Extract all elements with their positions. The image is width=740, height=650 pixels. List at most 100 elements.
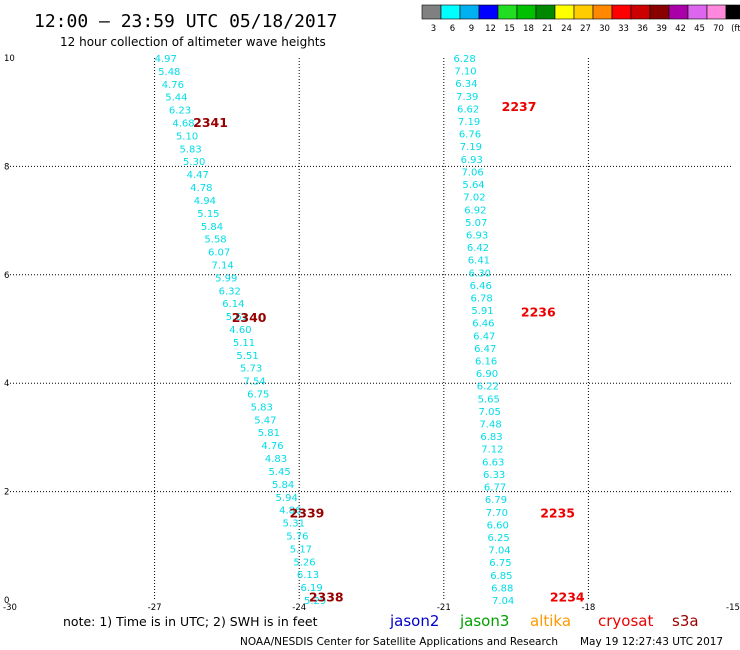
wave-height-label: 6.47 xyxy=(474,344,496,355)
wave-height-label: 5.47 xyxy=(254,415,276,426)
legend-label: 24 xyxy=(561,24,572,34)
wave-height-label: 5.51 xyxy=(236,351,258,362)
wave-height-label: 5.31 xyxy=(283,519,305,530)
pass-time-label: 2237 xyxy=(502,99,537,114)
wave-height-label: 7.39 xyxy=(456,92,478,103)
legend-swatch xyxy=(516,4,537,20)
wave-height-label: 7.05 xyxy=(479,407,501,418)
x-tick-label: -27 xyxy=(148,603,162,613)
footer-timestamp: May 19 12:27:43 UTC 2017 xyxy=(580,636,723,648)
wave-height-label: 5.11 xyxy=(233,338,255,349)
legend-swatch xyxy=(573,4,594,20)
satellite-name: cryosat xyxy=(598,612,653,630)
wave-height-label: 6.63 xyxy=(482,457,504,468)
wave-height-label: 6.46 xyxy=(470,281,492,292)
pass-time-label: 2339 xyxy=(290,505,325,520)
y-tick-label: 6 xyxy=(4,271,9,281)
wave-height-label: 5.94 xyxy=(276,493,298,504)
footer-note: note: 1) Time is in UTC; 2) SWH is in fe… xyxy=(63,614,318,629)
wave-height-label: 7.04 xyxy=(492,596,514,607)
wave-height-label: 5.15 xyxy=(197,209,219,220)
y-tick-label: 0 xyxy=(4,596,9,606)
legend-label: 70 xyxy=(713,24,724,34)
wave-height-label: 6.77 xyxy=(484,483,506,494)
wave-height-label: 5.10 xyxy=(176,131,198,142)
wave-height-label: 5.99 xyxy=(215,273,237,284)
wave-height-label: 6.22 xyxy=(477,382,499,393)
legend-label: 45 xyxy=(694,24,705,34)
wave-height-label: 6.88 xyxy=(491,583,513,594)
legend-label: 3 xyxy=(431,24,436,34)
wave-height-label: 6.25 xyxy=(488,533,510,544)
wave-height-label: 7.54 xyxy=(244,377,266,388)
legend-swatch xyxy=(497,4,518,20)
wave-height-label: 6.90 xyxy=(476,369,498,380)
satellite-name: jason2 xyxy=(389,612,439,630)
wave-height-label: 4.47 xyxy=(187,170,209,181)
wave-height-label: 6.79 xyxy=(485,495,507,506)
wave-height-label: 6.14 xyxy=(222,299,244,310)
satellite-name: s3a xyxy=(672,612,699,630)
wave-height-label: 4.68 xyxy=(172,119,194,130)
legend-swatch xyxy=(630,4,651,20)
pass-time-label: 2236 xyxy=(521,305,556,320)
legend-swatch xyxy=(421,4,442,20)
wave-height-label: 6.41 xyxy=(468,256,490,267)
satellite-legend: jason2 jason3 altika cryosat s3a xyxy=(389,612,699,630)
legend-label: 30 xyxy=(599,24,610,34)
wave-height-label: 4.94 xyxy=(194,196,216,207)
wave-height-label: 6.32 xyxy=(219,286,241,297)
satellite-track: 4.97 5.48 4.76 5.44 6.23 4.685.10 5.83 5.30 4.47… xyxy=(155,54,344,607)
wave-height-label: 5.29 xyxy=(304,596,326,607)
wave-height-label: 7.02 xyxy=(463,193,485,204)
wave-height-label: 6.75 xyxy=(489,558,511,569)
wave-height-label: 7.04 xyxy=(488,546,510,557)
wave-height-label: 6.16 xyxy=(475,357,497,368)
x-tick-label: -24 xyxy=(292,603,306,613)
wave-height-label: 6.76 xyxy=(459,130,481,141)
legend-swatch xyxy=(611,4,632,20)
y-tick-label: 4 xyxy=(4,379,9,389)
wave-height-label: 5.81 xyxy=(258,428,280,439)
wave-height-label: 4.86 xyxy=(279,506,301,517)
legend-swatch xyxy=(440,4,461,20)
legend-label: 36 xyxy=(637,24,648,34)
wave-height-label: 5.26 xyxy=(293,557,315,568)
pass-time-label: 2235 xyxy=(540,505,575,520)
wave-height-label: 5.91 xyxy=(471,306,493,317)
wave-height-label: 6.13 xyxy=(297,570,319,581)
chart-grid xyxy=(10,58,733,600)
wave-height-label: 4.76 xyxy=(162,80,184,91)
wave-height-label: 6.34 xyxy=(455,79,477,90)
wave-height-label: 5.30 xyxy=(183,157,205,168)
wave-height-label: 6.62 xyxy=(457,104,479,115)
wave-height-label: 5.84 xyxy=(272,480,294,491)
wave-height-label: 6.93 xyxy=(461,155,483,166)
legend-swatch xyxy=(478,4,499,20)
wave-height-label: 7.70 xyxy=(486,508,508,519)
chart-title: 12:00 – 23:59 UTC 05/18/2017 xyxy=(34,11,337,32)
wave-height-label: 6.47 xyxy=(473,331,495,342)
legend-label: 12 xyxy=(485,24,496,34)
y-tick-label: 2 xyxy=(4,488,9,498)
x-tick-label: -18 xyxy=(581,603,595,613)
wave-height-label: 5.44 xyxy=(165,93,187,104)
wave-height-label: 6.46 xyxy=(472,319,494,330)
legend-label: 33 xyxy=(618,24,629,34)
legend-label: (ft) xyxy=(731,24,740,34)
wave-height-label: 6.83 xyxy=(480,432,502,443)
wave-height-label: 5.17 xyxy=(290,544,312,555)
wave-height-label: 6.23 xyxy=(169,106,191,117)
y-tick-label: 8 xyxy=(4,162,9,172)
x-tick-label: -30 xyxy=(3,603,17,613)
legend-swatch xyxy=(725,4,740,20)
legend-label: 21 xyxy=(542,24,553,34)
legend-swatch xyxy=(554,4,575,20)
wave-height-label: 5.58 xyxy=(204,235,226,246)
pass-time-label: 2234 xyxy=(550,589,585,604)
wave-height-label: 6.07 xyxy=(208,248,230,259)
satellite-name: jason3 xyxy=(459,612,509,630)
wave-height-label: 6.93 xyxy=(466,230,488,241)
wave-height-label: 6.30 xyxy=(469,268,491,279)
